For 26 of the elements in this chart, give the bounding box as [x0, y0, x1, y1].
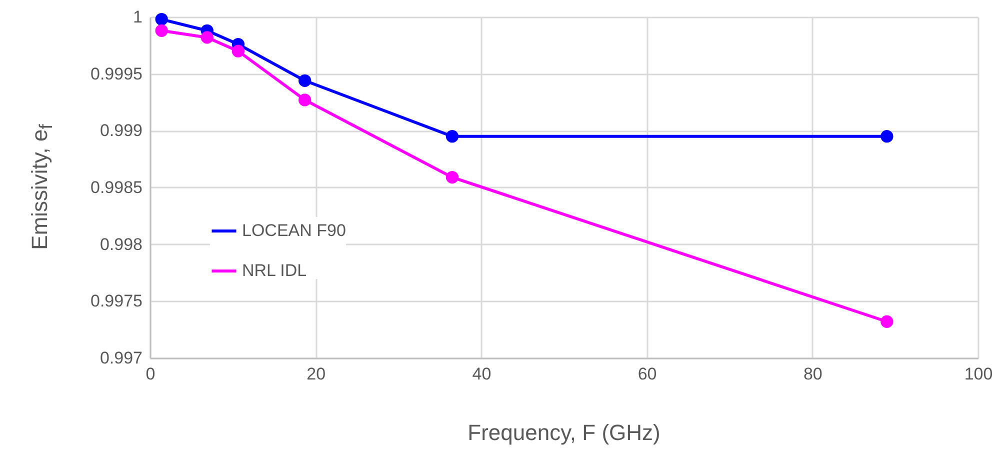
- point: [298, 74, 312, 87]
- y-tick-label: 0.999: [100, 121, 142, 140]
- legend-label: LOCEAN F90: [242, 221, 346, 240]
- point: [446, 170, 459, 184]
- y-tick-label: 0.998: [100, 234, 142, 254]
- point: [155, 12, 168, 26]
- point: [155, 24, 168, 37]
- point: [880, 315, 894, 328]
- y-tick-label: 0.9975: [90, 292, 142, 311]
- point: [298, 94, 312, 106]
- x-tick-label: 60: [638, 364, 657, 384]
- x-axis-title: Frequency, F (GHz): [468, 420, 660, 446]
- point: [446, 130, 459, 143]
- x-tick-label: 20: [306, 364, 326, 384]
- y-tick-label: 0.997: [100, 348, 142, 368]
- point: [880, 130, 894, 143]
- legend-label: NRL IDL: [242, 261, 307, 280]
- y-tick-label: 1: [133, 8, 142, 26]
- y-tick-label: 0.9985: [90, 178, 142, 197]
- x-tick-label: 40: [472, 364, 492, 384]
- y-tick-label: 0.9995: [90, 64, 142, 84]
- point: [200, 31, 214, 44]
- x-tick-label: 100: [964, 364, 993, 384]
- x-tick-label: 0: [146, 364, 156, 384]
- point: [232, 44, 245, 58]
- x-tick-label: 80: [803, 364, 822, 384]
